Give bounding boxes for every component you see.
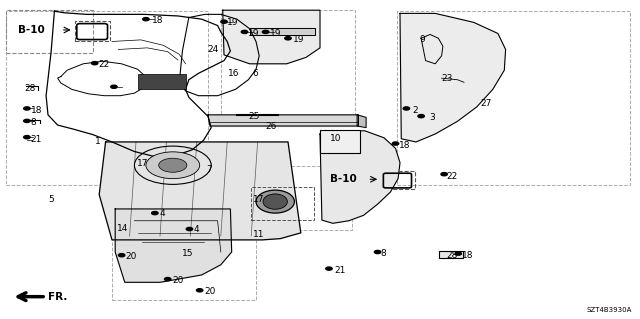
Circle shape: [186, 227, 193, 231]
Bar: [397, 11, 630, 185]
Polygon shape: [115, 209, 232, 282]
Circle shape: [146, 152, 200, 179]
Text: FR.: FR.: [48, 292, 67, 302]
Text: 24: 24: [207, 45, 219, 54]
Text: 19: 19: [270, 29, 282, 38]
Circle shape: [418, 115, 424, 118]
Text: 18: 18: [462, 251, 474, 260]
Bar: [128, 152, 186, 174]
Text: 8: 8: [31, 118, 36, 127]
Bar: [112, 196, 256, 300]
Circle shape: [24, 136, 30, 139]
Circle shape: [118, 254, 125, 257]
Text: 4: 4: [193, 225, 199, 234]
Circle shape: [374, 250, 381, 254]
Text: 2: 2: [413, 106, 419, 115]
Text: 17: 17: [137, 159, 148, 168]
Text: SZT4B3930A: SZT4B3930A: [587, 307, 632, 313]
Text: 28: 28: [447, 251, 458, 260]
Bar: [6, 11, 208, 185]
Circle shape: [262, 30, 269, 33]
Circle shape: [143, 18, 149, 21]
Bar: [381, 171, 415, 189]
Text: 28: 28: [24, 84, 36, 93]
Circle shape: [326, 267, 332, 270]
Text: 11: 11: [253, 230, 264, 239]
Text: 10: 10: [330, 134, 342, 143]
Text: 18: 18: [31, 106, 42, 115]
Text: 4: 4: [160, 209, 166, 218]
Circle shape: [196, 289, 203, 292]
Text: B-10: B-10: [18, 25, 45, 35]
Text: 20: 20: [173, 276, 184, 285]
Circle shape: [221, 20, 227, 23]
Circle shape: [159, 158, 187, 172]
Text: 22: 22: [447, 172, 458, 181]
Circle shape: [24, 119, 30, 122]
Bar: [221, 166, 352, 230]
Circle shape: [24, 107, 30, 110]
Circle shape: [241, 30, 248, 33]
Bar: [320, 130, 360, 153]
Text: 6: 6: [253, 69, 259, 78]
Circle shape: [92, 62, 98, 65]
Text: 22: 22: [99, 60, 110, 69]
Bar: [221, 10, 355, 121]
Text: 15: 15: [182, 249, 194, 258]
Text: 19: 19: [227, 18, 239, 27]
Text: 16: 16: [228, 69, 239, 78]
Bar: [138, 74, 186, 89]
Circle shape: [152, 211, 158, 215]
Text: 8: 8: [381, 249, 387, 258]
Circle shape: [164, 278, 171, 281]
Text: 21: 21: [334, 266, 346, 275]
Text: 23: 23: [442, 74, 453, 83]
Text: 18: 18: [152, 16, 163, 25]
Text: 27: 27: [480, 99, 492, 108]
Ellipse shape: [263, 194, 287, 209]
Text: 19: 19: [248, 29, 260, 38]
Text: 20: 20: [125, 252, 137, 261]
Text: 26: 26: [266, 122, 277, 130]
Text: 14: 14: [117, 224, 129, 233]
Text: B-10: B-10: [330, 174, 356, 184]
Bar: [251, 187, 314, 220]
Text: 21: 21: [31, 135, 42, 144]
Polygon shape: [250, 28, 315, 35]
Circle shape: [403, 107, 410, 110]
Bar: [439, 251, 463, 258]
Text: 3: 3: [429, 113, 435, 122]
Bar: [75, 21, 110, 41]
Text: 17: 17: [253, 195, 265, 204]
Text: 20: 20: [205, 287, 216, 296]
Polygon shape: [223, 10, 320, 64]
Circle shape: [441, 173, 447, 176]
Circle shape: [455, 252, 461, 255]
Text: 25: 25: [248, 112, 260, 121]
Polygon shape: [208, 115, 358, 126]
Polygon shape: [99, 142, 301, 240]
Polygon shape: [357, 115, 366, 128]
Text: 19: 19: [293, 35, 305, 44]
Text: 9: 9: [419, 35, 425, 44]
Circle shape: [285, 37, 291, 40]
Polygon shape: [400, 13, 506, 142]
Text: 18: 18: [399, 141, 411, 150]
Circle shape: [392, 142, 399, 145]
Bar: [6, 10, 93, 53]
Text: 7: 7: [206, 165, 212, 174]
Text: 1: 1: [95, 137, 100, 146]
Polygon shape: [320, 131, 400, 223]
Circle shape: [111, 85, 117, 88]
Text: 5: 5: [48, 195, 54, 204]
Ellipse shape: [256, 190, 294, 213]
